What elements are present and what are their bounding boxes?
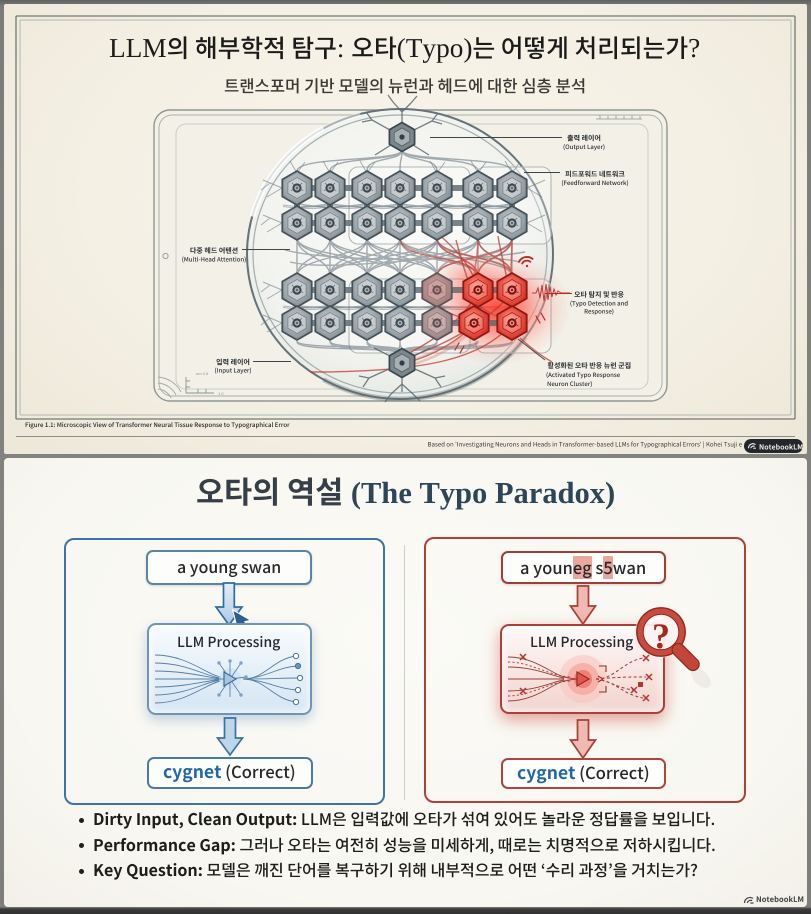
svg-text:1.0: 1.0 xyxy=(218,391,224,396)
svg-text:um 0.5: um 0.5 xyxy=(196,371,209,376)
